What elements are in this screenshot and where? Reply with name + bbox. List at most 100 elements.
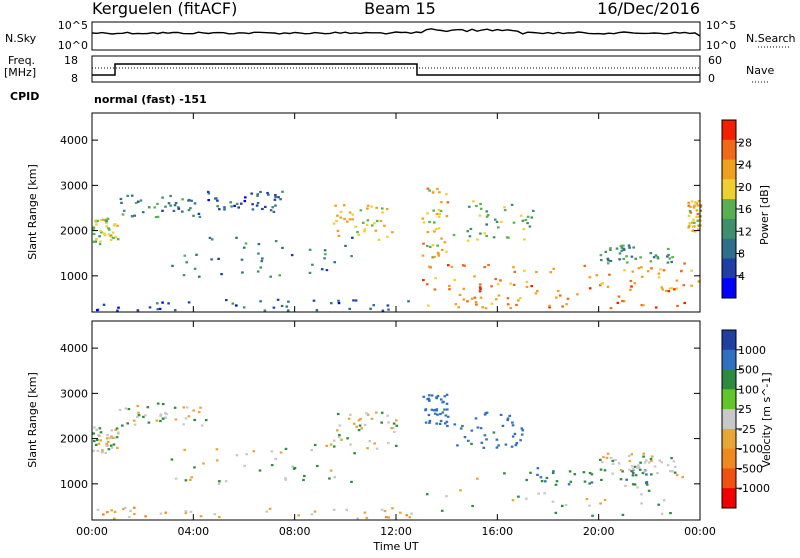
heatmap-cell bbox=[487, 263, 490, 267]
colorbar-segment bbox=[722, 159, 736, 180]
heatmap-cell bbox=[656, 257, 660, 260]
heatmap-cell bbox=[517, 495, 520, 498]
heatmap-cell bbox=[365, 412, 368, 415]
heatmap-cell bbox=[375, 206, 378, 209]
colorbar-segment bbox=[722, 258, 736, 279]
heatmap-cell bbox=[107, 233, 111, 236]
heatmap-cell bbox=[256, 194, 259, 197]
heatmap-cell bbox=[689, 211, 693, 214]
power-panel: 1000 2000 3000 4000 bbox=[60, 113, 703, 312]
heatmap-cell bbox=[269, 275, 272, 278]
heatmap-cell bbox=[255, 204, 259, 207]
heatmap-cell bbox=[443, 408, 446, 411]
heatmap-cell bbox=[240, 258, 244, 261]
x-tick-label: 00:00 bbox=[76, 525, 108, 538]
heatmap-cell bbox=[386, 235, 389, 238]
y-tick-label: 1000 bbox=[60, 270, 88, 283]
heatmap-cell bbox=[110, 446, 114, 449]
heatmap-cell bbox=[462, 298, 466, 301]
heatmap-cell bbox=[92, 240, 96, 243]
heatmap-cell bbox=[529, 471, 532, 474]
heatmap-cell bbox=[363, 230, 366, 233]
heatmap-cell bbox=[425, 283, 429, 286]
heatmap-cell bbox=[515, 303, 518, 307]
heatmap-cell bbox=[476, 477, 479, 480]
heatmap-cell bbox=[270, 464, 274, 467]
heatmap-cell bbox=[366, 413, 370, 416]
heatmap-cell bbox=[485, 223, 488, 226]
y-tick-label: 4000 bbox=[60, 342, 88, 355]
heatmap-cell bbox=[614, 458, 617, 461]
heatmap-cell bbox=[93, 426, 96, 429]
heatmap-cell bbox=[484, 307, 488, 310]
heatmap-cell bbox=[267, 193, 270, 196]
heatmap-cell bbox=[237, 206, 240, 209]
heatmap-cell bbox=[224, 480, 228, 483]
heatmap-cell bbox=[548, 306, 551, 309]
colorbar-segment bbox=[722, 330, 736, 351]
heatmap-cell bbox=[329, 443, 333, 446]
heatmap-cell bbox=[485, 215, 489, 218]
heatmap-cell bbox=[474, 417, 478, 420]
heatmap-cell bbox=[133, 506, 136, 509]
heatmap-cell bbox=[633, 483, 637, 486]
heatmap-cell bbox=[105, 444, 108, 447]
heatmap-cell bbox=[422, 242, 425, 245]
heatmap-cell bbox=[650, 455, 654, 458]
heatmap-cell bbox=[441, 411, 445, 414]
heatmap-cell bbox=[387, 516, 391, 519]
heatmap-cell bbox=[362, 221, 365, 224]
heatmap-cell bbox=[329, 469, 333, 472]
heatmap-cell bbox=[190, 476, 193, 479]
heatmap-cell bbox=[558, 294, 562, 297]
heatmap-cell bbox=[687, 214, 691, 217]
heatmap-cell bbox=[437, 209, 441, 212]
freq-step-line bbox=[92, 63, 700, 76]
heatmap-cell bbox=[554, 483, 558, 486]
heatmap-cell bbox=[618, 252, 622, 255]
heatmap-cell bbox=[193, 466, 196, 469]
heatmap-cell bbox=[410, 512, 413, 515]
heatmap-cell bbox=[622, 300, 626, 303]
heatmap-cell bbox=[692, 206, 696, 209]
heatmap-cell bbox=[524, 218, 528, 222]
heatmap-cell bbox=[197, 410, 201, 414]
heatmap-cell bbox=[513, 270, 517, 273]
heatmap-cell bbox=[459, 427, 463, 430]
heatmap-cell bbox=[450, 265, 454, 268]
heatmap-cell bbox=[185, 406, 189, 409]
heatmap-cell bbox=[110, 235, 114, 239]
heatmap-cell bbox=[161, 301, 164, 304]
heatmap-cell bbox=[165, 413, 168, 416]
heatmap-cell bbox=[479, 207, 483, 210]
heatmap-cell bbox=[334, 204, 337, 207]
heatmap-cell bbox=[525, 497, 528, 500]
heatmap-cell bbox=[112, 436, 115, 439]
heatmap-cell bbox=[136, 415, 139, 418]
heatmap-cell bbox=[628, 246, 631, 249]
heatmap-cell bbox=[395, 444, 398, 447]
heatmap-cell bbox=[448, 284, 451, 288]
heatmap-cell bbox=[126, 422, 129, 425]
heatmap-cell bbox=[257, 252, 260, 255]
heatmap-cell bbox=[207, 199, 210, 202]
heatmap-cell bbox=[692, 225, 695, 228]
heatmap-cell bbox=[674, 465, 677, 468]
heatmap-cell bbox=[526, 215, 530, 218]
heatmap-cell bbox=[426, 187, 430, 190]
heatmap-cell bbox=[588, 504, 591, 507]
heatmap-cell bbox=[667, 253, 670, 257]
heatmap-cell bbox=[199, 515, 203, 518]
heatmap-cell bbox=[428, 220, 431, 224]
heatmap-cell bbox=[313, 510, 317, 513]
heatmap-cell bbox=[380, 411, 384, 414]
heatmap-cell bbox=[381, 211, 384, 214]
heatmap-cell bbox=[407, 300, 410, 303]
heatmap-cell bbox=[337, 299, 340, 302]
heatmap-cell bbox=[325, 269, 329, 272]
heatmap-cell bbox=[92, 226, 96, 229]
heatmap-cell bbox=[445, 420, 449, 423]
heatmap-cell bbox=[350, 480, 353, 483]
nsearch-tick-top: 10^5 bbox=[706, 19, 736, 32]
heatmap-cell bbox=[235, 454, 239, 457]
